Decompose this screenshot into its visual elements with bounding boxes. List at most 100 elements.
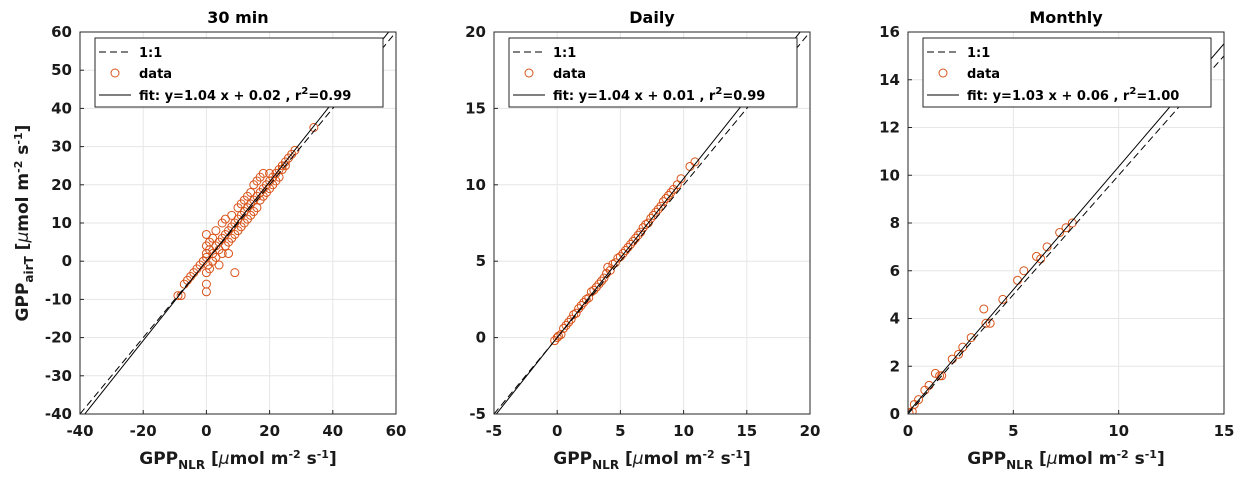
data-point [661,194,671,204]
data-point [1061,223,1071,233]
label-main: GPP [553,449,592,469]
legend: 1:1 data fit: y=1.04 x + 0.02 , r2=0.99 [94,37,384,108]
y-tick-label: 0 [476,329,486,347]
legend: 1:1 data fit: y=1.04 x + 0.01 , r2=0.99 [508,37,798,108]
legend: 1:1 data fit: y=1.03 x + 0.06 , r2=1.00 [922,37,1212,108]
legend-data-label: data [553,67,586,82]
chart-title: Daily [629,8,675,27]
label-main: GPP [967,449,1006,469]
y-tick-label: 40 [51,99,72,117]
data-point [914,395,924,405]
x-tick-label: 20 [800,422,821,440]
data-point [581,294,591,304]
x-tick-label: 0 [552,422,562,440]
data-point [648,210,658,220]
y-tick-label: -40 [45,405,72,423]
y-tick-label: 0 [62,252,72,270]
y-tick-label: -30 [45,367,72,385]
x-tick-label: 40 [322,422,343,440]
y-tick-label: 10 [51,214,72,232]
y-tick-label: 30 [51,138,72,156]
data-point [571,308,581,318]
data-point [574,304,584,314]
data-point [569,310,579,320]
data-point [653,204,663,214]
data-point [981,318,991,328]
y-tick-label: 8 [890,214,900,232]
data-point [589,285,599,295]
data-point [651,207,661,217]
y-axis-label: GPPairT [μmol m-2 s-1] [12,125,36,322]
y-tick-label: -20 [45,329,72,347]
panel-1: -40 -20 0 20 40 60 -40 -30 -20 -10 0 10 20 30 40 50 60 30… [12,8,406,472]
data-point [676,174,686,184]
data-point [613,253,623,263]
x-tick-label: 10 [1108,422,1129,440]
y-tick-label: 2 [890,357,900,375]
data-point [663,190,673,200]
y-tick-label: 6 [890,262,900,280]
data-point [690,157,700,167]
legend-fit-label: fit: y=1.03 x + 0.06 , r2=1.00 [967,86,1179,104]
x-tick-label: 0 [201,422,211,440]
label-subscript: NLR [592,458,619,472]
label-subscript: airT [22,255,36,282]
y-tick-label: 0 [890,405,900,423]
data-point [930,368,940,378]
x-axis-label: GPPNLR [μmol m-2 s-1] [553,448,751,472]
data-point [599,273,609,283]
data-point [561,320,571,330]
legend-fit-label: fit: y=1.04 x + 0.01 , r2=0.99 [553,86,765,104]
legend-one-to-one-label: 1:1 [967,46,990,61]
x-tick-label: 60 [386,422,407,440]
data-point [979,304,989,314]
data-point [603,262,613,272]
data-point [576,301,586,311]
data-point [998,294,1008,304]
data-point [173,291,183,301]
data-point [1032,251,1042,261]
data-point [954,349,964,359]
data-point [211,226,221,236]
legend-box [508,37,798,108]
axes-frame [493,31,811,415]
x-tick-label: -5 [486,422,503,440]
legend-one-to-one-label: 1:1 [553,46,576,61]
x-tick-label: 10 [673,422,694,440]
data-point [559,323,569,333]
panel-2: -5 0 5 10 15 20 -5 0 5 10 15 20 Daily GPPNLR [μmol m-… [465,8,820,472]
data-point [217,249,227,259]
data-point [564,317,574,327]
data-point [556,330,566,340]
data-point [205,264,215,274]
legend-data-label: data [139,67,172,82]
chart-title: Monthly [1029,8,1103,27]
y-tick-label: 14 [879,71,900,89]
y-tick-label: 20 [51,176,72,194]
data-point [646,213,656,223]
data-point [230,268,240,278]
y-tick-label: 5 [476,252,486,270]
label-main: GPP [139,449,178,469]
y-tick-label: 16 [879,23,900,41]
x-tick-label: 15 [736,422,757,440]
legend-data-swatch [110,68,120,78]
y-tick-label: 50 [51,61,72,79]
data-point [224,249,234,259]
legend-fit-label: fit: y=1.04 x + 0.02 , r2=0.99 [139,86,351,104]
x-tick-label: -40 [66,422,93,440]
data-point [594,279,604,289]
data-point [658,197,668,207]
y-tick-label: 12 [879,119,900,137]
data-point [584,293,594,303]
legend-one-to-one-label: 1:1 [139,46,162,61]
data-point [666,187,676,197]
y-tick-label: 4 [890,310,900,328]
data-points [550,157,700,346]
data-point [214,260,224,270]
panel-3: 0 5 10 15 0 2 4 6 8 10 12 14 16 Monthly GPPNLR [μmol m… [879,8,1234,472]
data-point [596,276,606,286]
y-tick-label: 10 [465,176,486,194]
data-points [908,218,1077,414]
x-tick-label: 20 [259,422,280,440]
